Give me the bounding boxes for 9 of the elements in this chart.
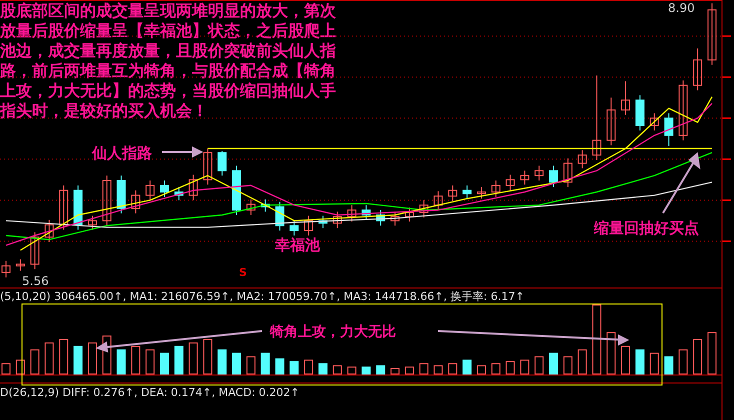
chart-subtitle: (5,10,20) 306465.00↑, MA1: 216076.59↑, MA2: 170059.70↑, MA3: 144718.66↑, 换手率: 6.17↑	[0, 290, 524, 303]
annotation: 犄角上攻，力大无比	[269, 324, 396, 340]
annotation: 仙人指路	[91, 144, 152, 162]
annotation: S	[239, 266, 247, 279]
text: D(26,12,9) DIFF: 0.276↑, DEA: 0.174↑, MACD: 0.202↑	[0, 386, 300, 399]
label: 5.56	[22, 274, 49, 288]
annotation: 幸福池	[274, 236, 321, 254]
label: 8.90	[668, 1, 695, 15]
annotation: 缩量回抽好买点	[593, 219, 699, 237]
